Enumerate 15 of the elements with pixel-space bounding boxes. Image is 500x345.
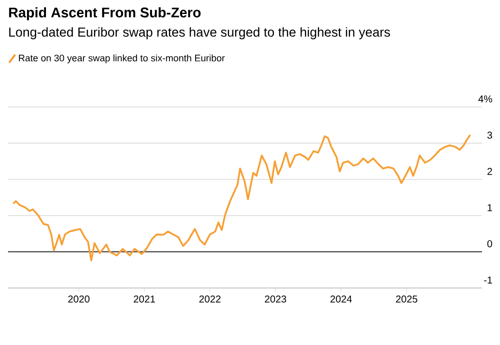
y-tick-label: 0 [487,240,492,248]
x-tick-label: 2025 [396,296,418,303]
legend-label: Rate on 30 year swap linked to six-month Euribor [18,54,225,64]
y-tick-label: 1 [488,204,492,212]
x-tick-label: 2023 [264,296,286,303]
chart-subtitle: Long-dated Euribor swap rates have surged to the highest in years [9,27,390,40]
chart-title: Rapid Ascent From Sub-Zero [9,7,201,20]
x-tick-label: 2024 [330,296,352,303]
x-tick-label: 2021 [134,296,155,303]
x-tick-label: 2020 [68,296,90,303]
y-tick-label: 3 [487,132,492,139]
y-tick-label: 4% [478,95,492,102]
y-tick-label: 2 [487,168,492,175]
y-tick-label: -1 [484,276,492,284]
x-tick-label: 2022 [199,296,221,303]
